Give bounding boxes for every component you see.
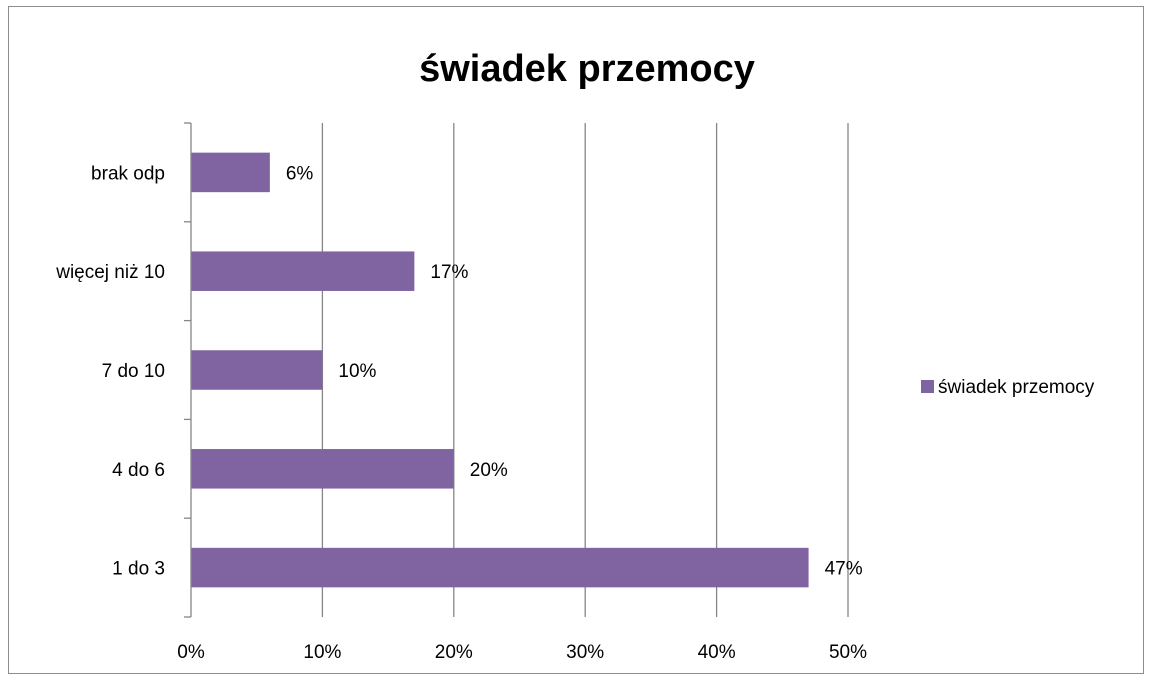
chart-title: świadek przemocy [419,48,755,90]
x-tick-label: 50% [829,642,867,663]
data-labels: 47% 20% 10% 17% 6% [286,163,863,579]
legend-label: świadek przemocy [938,377,1095,398]
y-tick-label: brak odp [91,163,165,184]
axes: 0% 10% 20% 30% 40% 50% 1 do 3 4 do 6 7 do 10 więc… [55,122,867,663]
bar [191,547,809,588]
x-tick-label: 20% [435,642,473,663]
gridlines [321,123,849,617]
bar [191,152,270,193]
data-label: 17% [430,262,468,283]
y-tick-label: 7 do 10 [102,361,165,382]
y-tick-label: więcej niż 10 [55,262,165,283]
bar [191,449,454,489]
data-label: 6% [286,163,314,184]
y-tick-label: 4 do 6 [112,460,165,481]
bar [191,251,415,291]
bars [191,152,809,588]
data-label: 10% [338,361,376,382]
x-tick-label: 40% [698,642,736,663]
data-label: 47% [825,559,863,580]
legend: świadek przemocy [921,377,1095,398]
x-tick-label: 10% [303,642,341,663]
x-tick-label: 30% [566,642,604,663]
y-tick-label: 1 do 3 [112,559,165,580]
legend-swatch [921,380,934,393]
data-label: 20% [470,460,508,481]
x-tick-label: 0% [177,642,205,663]
bar [191,350,323,390]
